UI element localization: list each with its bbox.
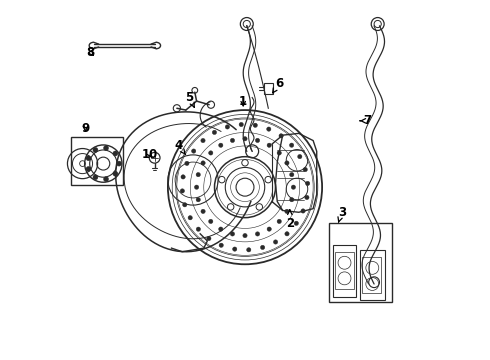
Text: 7: 7	[360, 114, 371, 127]
Circle shape	[246, 248, 251, 252]
Circle shape	[305, 181, 310, 185]
Circle shape	[181, 175, 185, 179]
Circle shape	[201, 209, 205, 213]
Bar	[71, 137, 123, 185]
Circle shape	[290, 172, 294, 177]
Circle shape	[297, 154, 302, 159]
Circle shape	[285, 209, 289, 213]
Text: 8: 8	[87, 46, 95, 59]
Circle shape	[188, 216, 193, 220]
Circle shape	[86, 156, 91, 161]
Circle shape	[207, 237, 211, 240]
Circle shape	[239, 122, 244, 127]
Text: 2: 2	[286, 210, 294, 230]
Circle shape	[196, 198, 200, 202]
Circle shape	[285, 231, 289, 236]
Text: 1: 1	[239, 95, 247, 108]
Circle shape	[183, 203, 187, 207]
Circle shape	[290, 143, 294, 147]
Text: 5: 5	[185, 91, 194, 107]
Circle shape	[201, 138, 205, 143]
Circle shape	[113, 151, 118, 156]
Circle shape	[253, 123, 257, 127]
Circle shape	[255, 232, 260, 236]
Circle shape	[294, 221, 298, 225]
Text: 3: 3	[338, 206, 346, 222]
Circle shape	[180, 189, 185, 193]
Circle shape	[196, 227, 200, 231]
Circle shape	[267, 143, 271, 147]
Circle shape	[267, 227, 271, 231]
Circle shape	[201, 161, 205, 165]
Circle shape	[233, 247, 237, 251]
Circle shape	[225, 125, 229, 129]
Circle shape	[261, 245, 265, 249]
Circle shape	[93, 147, 98, 152]
Circle shape	[243, 136, 247, 141]
Circle shape	[290, 198, 294, 202]
Text: 4: 4	[174, 139, 186, 154]
Circle shape	[196, 172, 200, 177]
Circle shape	[273, 240, 278, 244]
Circle shape	[212, 130, 217, 135]
Circle shape	[117, 161, 122, 166]
Circle shape	[113, 171, 118, 176]
Circle shape	[301, 209, 305, 213]
Circle shape	[230, 138, 235, 143]
Circle shape	[277, 151, 281, 155]
Circle shape	[93, 175, 98, 180]
Circle shape	[303, 167, 307, 172]
Circle shape	[219, 227, 223, 231]
Circle shape	[103, 145, 109, 150]
Circle shape	[243, 233, 247, 238]
Circle shape	[86, 166, 91, 171]
Bar	[329, 223, 392, 302]
Circle shape	[219, 143, 223, 147]
Circle shape	[305, 195, 309, 199]
Circle shape	[255, 138, 260, 143]
Circle shape	[279, 134, 283, 138]
Circle shape	[103, 177, 109, 182]
Circle shape	[192, 149, 196, 153]
Circle shape	[267, 127, 271, 131]
Circle shape	[209, 219, 213, 224]
Circle shape	[277, 219, 281, 224]
Circle shape	[291, 185, 295, 189]
Circle shape	[219, 243, 223, 247]
Circle shape	[285, 161, 289, 165]
Circle shape	[195, 185, 199, 189]
Circle shape	[230, 232, 235, 236]
Circle shape	[185, 161, 189, 166]
Text: 6: 6	[272, 77, 283, 93]
Circle shape	[209, 151, 213, 155]
Text: 10: 10	[142, 148, 158, 161]
Text: 9: 9	[81, 122, 90, 135]
